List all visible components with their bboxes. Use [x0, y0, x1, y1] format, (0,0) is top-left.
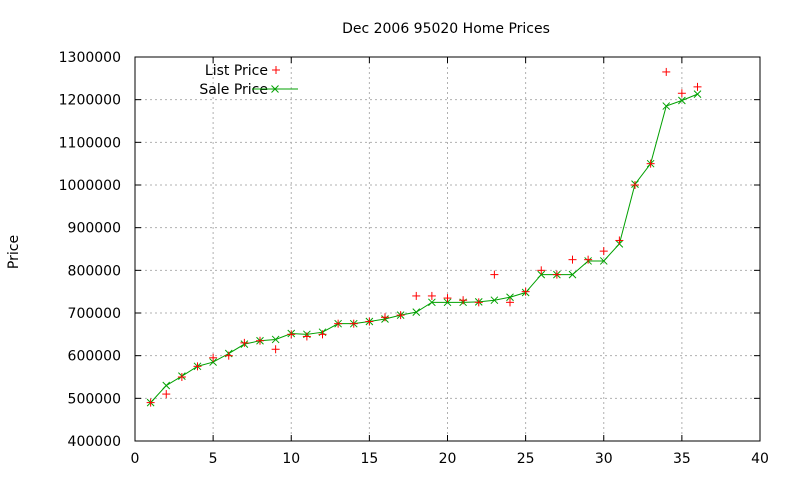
legend-marker-list-price — [272, 66, 280, 74]
list-price-point — [287, 330, 296, 339]
sale-price-point — [428, 298, 436, 307]
sale-price-point — [162, 381, 171, 390]
list-price-point — [568, 255, 577, 264]
sale-price-point — [271, 335, 280, 344]
axis-ticks: 0 5 10 15 20 25 30 35 40 400000 500000 600000 700000… — [59, 50, 769, 467]
list-price-point — [584, 255, 593, 264]
legend-marker-sale-price — [271, 85, 279, 93]
y-tick-label: 400000 — [68, 434, 121, 450]
sale-price-point — [537, 270, 546, 279]
list-price-point — [209, 353, 218, 362]
y-tick-label: 500000 — [68, 391, 121, 407]
x-tick-label: 40 — [751, 451, 769, 467]
list-price-point — [412, 291, 421, 300]
list-price-point — [224, 351, 233, 360]
x-tick-label: 30 — [595, 451, 613, 467]
x-tick-label: 0 — [131, 451, 140, 467]
list-price-point — [256, 336, 264, 345]
sale-price-point — [443, 298, 452, 307]
x-tick-label: 35 — [673, 451, 691, 467]
sale-price-line — [150, 93, 698, 403]
x-tick-label: 5 — [209, 451, 218, 467]
list-price-point — [162, 390, 171, 399]
sale-price-point — [568, 270, 577, 279]
grid-lines — [135, 57, 760, 441]
y-tick-label: 600000 — [68, 349, 121, 365]
sale-price-point — [209, 358, 217, 366]
legend-label-list-price: List Price — [205, 63, 268, 79]
x-tick-label: 15 — [360, 451, 378, 467]
y-tick-label: 900000 — [68, 221, 121, 237]
list-price-point — [271, 345, 280, 354]
y-tick-label: 700000 — [68, 306, 121, 322]
list-price-point — [521, 287, 530, 296]
sale-price-point — [412, 308, 421, 317]
list-price-point — [677, 89, 686, 98]
list-price-point — [365, 317, 374, 326]
x-tick-label: 20 — [439, 451, 457, 467]
list-price-point — [146, 398, 155, 407]
list-price-point — [693, 82, 702, 91]
list-price-point — [662, 67, 671, 76]
list-price-point — [349, 319, 358, 328]
y-tick-label: 1000000 — [59, 178, 121, 194]
list-price-point — [474, 298, 483, 307]
list-price-point — [646, 159, 655, 168]
list-price-point — [381, 313, 389, 322]
list-price-point — [302, 332, 311, 341]
chart-title: Dec 2006 95020 Home Prices — [342, 21, 550, 37]
legend-label-sale-price: Sale Price — [199, 82, 268, 98]
list-price-point — [334, 319, 343, 328]
list-price-point — [615, 236, 624, 245]
list-price-point — [240, 338, 249, 347]
sale-price-point — [693, 90, 702, 98]
list-price-point — [552, 270, 561, 279]
list-price-point — [506, 298, 514, 307]
list-price-point — [631, 181, 639, 189]
sale-price-point — [506, 293, 514, 302]
x-tick-label: 10 — [282, 451, 300, 467]
sale-price-point — [599, 257, 608, 265]
y-tick-label: 1100000 — [59, 135, 121, 151]
list-price-point — [599, 247, 608, 256]
legend: List Price Sale Price — [199, 63, 298, 98]
y-tick-label: 800000 — [68, 263, 121, 279]
list-price-point — [537, 266, 546, 275]
sale-price-point — [678, 96, 686, 105]
list-price-point — [396, 311, 405, 320]
y-tick-label: 1300000 — [59, 50, 121, 66]
sale-price-point — [662, 102, 671, 110]
list-price-point — [193, 362, 202, 371]
list-price-point — [490, 270, 499, 279]
list-price-point — [459, 296, 468, 305]
sale-price-point — [490, 296, 499, 305]
y-axis-label: Price — [6, 235, 22, 269]
list-price-point — [427, 291, 436, 300]
list-price-point — [443, 294, 452, 303]
list-price-point — [177, 373, 186, 381]
data-series — [146, 67, 702, 407]
list-price-point — [318, 330, 327, 339]
x-tick-label: 25 — [517, 451, 535, 467]
y-tick-label: 1200000 — [59, 93, 121, 109]
